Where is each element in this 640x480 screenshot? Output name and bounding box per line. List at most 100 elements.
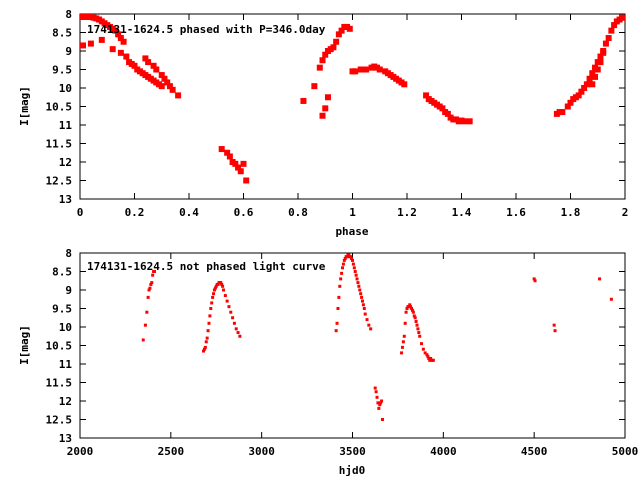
unphased-data-point bbox=[209, 307, 213, 310]
unphased-data-point bbox=[145, 310, 149, 314]
unphased-data-point bbox=[232, 321, 236, 325]
phased-data-point bbox=[581, 85, 588, 91]
unphased-data-point bbox=[400, 345, 404, 349]
unphased-data-point bbox=[365, 318, 369, 322]
unphased-data-point bbox=[152, 270, 156, 273]
phased-data-point bbox=[115, 31, 122, 38]
unphased-data-point bbox=[202, 347, 206, 351]
unphased-data-point bbox=[427, 356, 431, 360]
unphased-data-point bbox=[411, 310, 415, 314]
phased-data-point bbox=[586, 75, 593, 82]
phased-data-point bbox=[322, 105, 329, 112]
phased-ytick-label: 10.5 bbox=[46, 101, 73, 114]
unphased-data-point bbox=[431, 358, 435, 362]
unphased-data-point bbox=[149, 282, 153, 286]
phased-data-point bbox=[589, 81, 596, 88]
phased-data-point bbox=[605, 35, 612, 42]
phased-xlabel: phase bbox=[335, 225, 368, 238]
unphased-data-point bbox=[336, 307, 340, 310]
unphased-data-point bbox=[363, 312, 367, 316]
unphased-data-point bbox=[221, 284, 225, 288]
unphased-xlabel: hjd0 bbox=[339, 464, 366, 477]
phased-data-point bbox=[608, 27, 615, 34]
unphased-data-point bbox=[358, 288, 362, 292]
unphased-data-point bbox=[361, 303, 365, 307]
phased-ytick-label: 12.5 bbox=[46, 175, 73, 188]
phased-data-point bbox=[461, 118, 468, 125]
unphased-data-point bbox=[223, 294, 227, 298]
unphased-data-point bbox=[429, 356, 433, 360]
unphased-data-point bbox=[356, 281, 360, 285]
phased-ytick-label: 11 bbox=[59, 119, 73, 132]
unphased-data-point bbox=[380, 418, 384, 421]
unphased-data-point bbox=[410, 307, 414, 310]
phased-data-point bbox=[567, 99, 574, 106]
phased-plot-frame bbox=[79, 13, 626, 200]
unphased-data-point bbox=[408, 303, 412, 307]
unphased-data-point bbox=[414, 319, 418, 323]
phased-ytick-label: 13 bbox=[59, 193, 72, 206]
unphased-plot-frame bbox=[79, 252, 626, 439]
phased-data-point bbox=[444, 110, 451, 117]
phased-data-point bbox=[158, 72, 165, 79]
phased-data-point bbox=[324, 94, 331, 101]
phased-data-point bbox=[150, 62, 157, 69]
unphased-data-point bbox=[335, 321, 339, 325]
unphased-data-point bbox=[533, 279, 537, 283]
unphased-data-point bbox=[402, 334, 406, 338]
phased-points bbox=[80, 14, 625, 184]
phased-ylabel: I[mag] bbox=[18, 86, 31, 126]
phased-data-point bbox=[117, 35, 124, 42]
phased-data-point bbox=[243, 177, 250, 184]
phased-data-point bbox=[376, 66, 383, 73]
unphased-data-point bbox=[380, 399, 384, 403]
unphased-data-point bbox=[339, 277, 343, 281]
phased-data-point bbox=[319, 112, 326, 119]
unphased-data-point bbox=[337, 295, 341, 299]
phased-xtick-label: 2 bbox=[622, 206, 629, 219]
unphased-data-point bbox=[416, 327, 420, 331]
phased-data-point bbox=[131, 62, 138, 69]
unphased-panel: 2000 2500 3000 3500 4000 4500 5000 8 8.5 9 9.5 10 10… bbox=[18, 247, 638, 477]
unphased-data-point bbox=[412, 314, 416, 318]
unphased-data-point bbox=[420, 342, 424, 346]
unphased-ytick-label: 12 bbox=[59, 395, 72, 408]
unphased-xtick-label: 4500 bbox=[521, 445, 548, 458]
unphased-data-point bbox=[227, 305, 231, 309]
unphased-xtick-label: 2500 bbox=[158, 445, 185, 458]
unphased-data-point bbox=[213, 286, 217, 290]
unphased-data-point bbox=[229, 310, 233, 314]
unphased-data-point bbox=[238, 334, 242, 338]
unphased-data-point bbox=[341, 262, 345, 266]
phased-data-point bbox=[352, 68, 359, 75]
unphased-data-point bbox=[151, 273, 155, 277]
phased-ytick-label: 8.5 bbox=[52, 27, 72, 40]
phased-ytick-label: 9.5 bbox=[52, 64, 72, 77]
unphased-data-point bbox=[231, 316, 235, 320]
unphased-ytick-label: 12.5 bbox=[46, 414, 73, 427]
phased-panel: 0 0.2 0.4 0.6 0.8 1 1.2 1.4 1.6 1.8 2 8 8.5 9 9.5 10 10.… bbox=[18, 8, 628, 238]
phased-data-point bbox=[218, 146, 225, 153]
phased-data-point bbox=[466, 118, 473, 125]
unphased-data-point bbox=[343, 257, 347, 261]
unphased-data-point bbox=[150, 281, 154, 285]
unphased-data-point bbox=[141, 338, 145, 342]
unphased-data-point bbox=[532, 277, 536, 281]
phased-data-point bbox=[161, 75, 168, 82]
phased-data-point bbox=[237, 168, 244, 175]
phased-ytick-label: 10 bbox=[59, 82, 72, 95]
phased-data-point bbox=[357, 66, 364, 73]
phased-data-point bbox=[401, 81, 408, 88]
unphased-data-point bbox=[401, 340, 405, 344]
unphased-data-point bbox=[367, 323, 371, 327]
phased-xtick-label: 0 bbox=[77, 206, 84, 219]
unphased-data-point bbox=[375, 395, 379, 399]
unphased-data-point bbox=[407, 305, 411, 309]
unphased-ytick-label: 8 bbox=[65, 247, 72, 260]
unphased-data-point bbox=[345, 255, 349, 259]
unphased-data-point bbox=[373, 386, 377, 390]
phased-data-point bbox=[145, 59, 152, 66]
unphased-data-point bbox=[403, 321, 407, 325]
phased-data-point bbox=[80, 42, 86, 49]
phased-data-point bbox=[330, 44, 337, 51]
